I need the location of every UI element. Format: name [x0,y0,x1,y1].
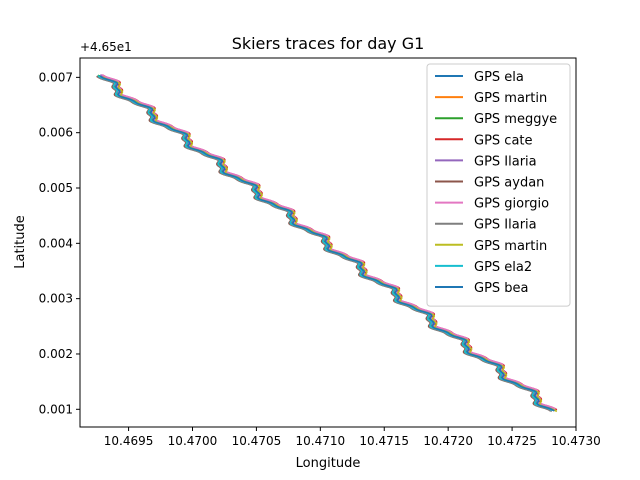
x-tick-label: 10.4710 [296,434,346,448]
legend: GPS ela GPS martin GPS meggye GPS cate GPS I… [426,63,571,307]
y-tick-label: 0.007 [39,70,73,84]
trace-lines [96,73,558,413]
chart-title: Skiers traces for day G1 [232,34,425,53]
legend-entry: GPS giorgio [474,197,549,212]
y-axis-label: Latitude [13,215,28,269]
x-tick-label: 10.4700 [168,434,218,448]
legend-entry: GPS meggye [474,112,557,127]
y-axis: 0.001 0.002 0.003 0.004 0.005 0.006 0.007 [39,70,80,416]
y-tick-label: 0.001 [39,402,73,416]
x-tick-label: 10.4725 [487,434,537,448]
legend-entry: GPS ela2 [474,260,532,275]
legend-entry: GPS martin [474,91,547,106]
x-tick-label: 10.4705 [232,434,282,448]
x-axis: 10.4695 10.4700 10.4705 10.4710 10.4715 10.47… [104,427,601,448]
y-tick-label: 0.006 [39,126,73,140]
x-axis-label: Longitude [296,456,361,471]
series-line [99,75,555,412]
legend-entry: GPS bea [474,281,529,296]
plot-frame [79,57,577,428]
legend-entry: GPS cate [474,133,533,148]
x-tick-label: 10.4730 [551,434,601,448]
x-tick-label: 10.4695 [104,434,154,448]
y-tick-label: 0.005 [39,181,73,195]
legend-entry: GPS Ilaria [474,154,537,169]
legend-entry: GPS aydan [474,176,544,191]
legend-entry: GPS ela [474,70,524,85]
legend-entry: GPS Ilaria [474,218,537,233]
series-line [97,76,553,413]
x-tick-label: 10.4720 [423,434,473,448]
legend-entry: GPS martin [474,239,547,254]
y-tick-label: 0.002 [39,347,73,361]
x-tick-label: 10.4715 [359,434,409,448]
y-offset-text: +4.65e1 [80,40,132,54]
y-tick-label: 0.003 [39,292,73,306]
y-tick-label: 0.004 [39,236,73,250]
